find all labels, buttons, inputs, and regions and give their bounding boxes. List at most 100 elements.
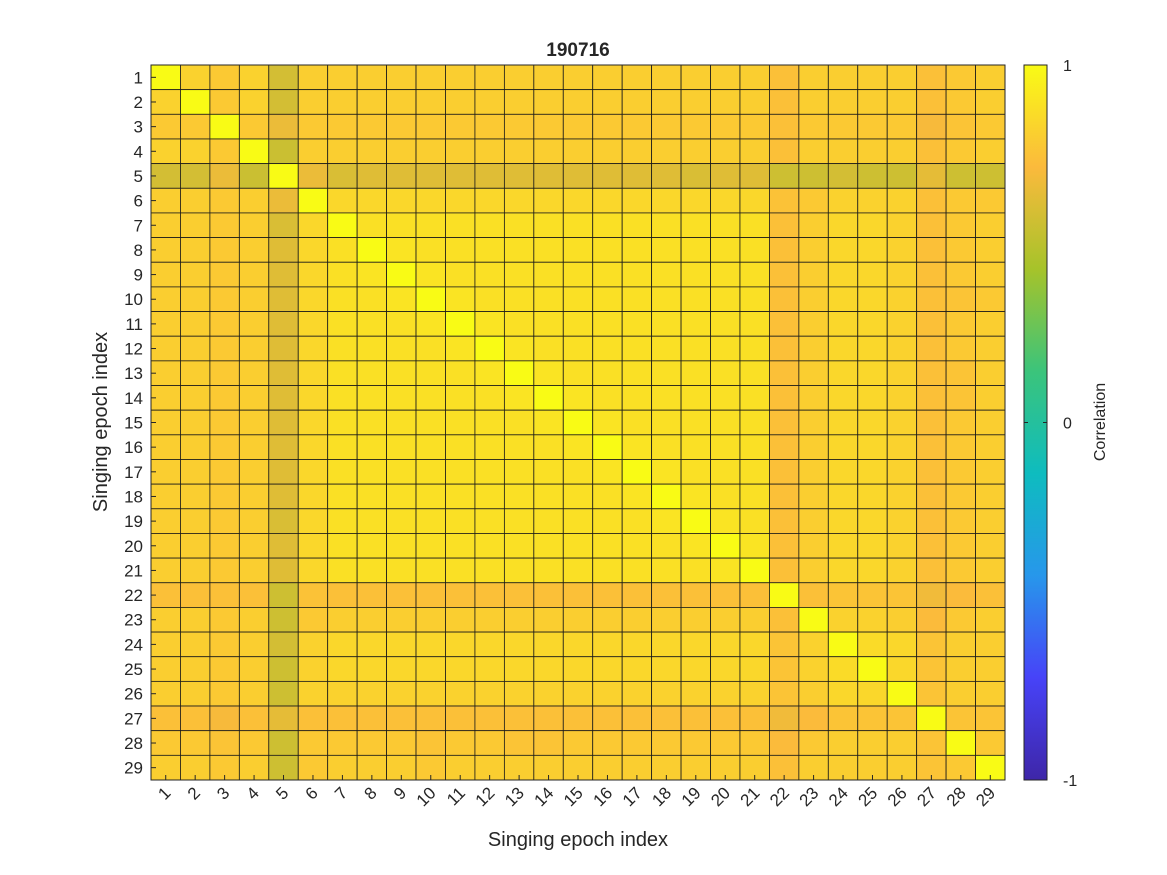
heatmap-cell (562, 212, 594, 238)
heatmap-cell (710, 187, 741, 214)
heatmap-cell (209, 335, 240, 362)
heatmap-cell (415, 64, 446, 91)
heatmap-cell (827, 483, 859, 510)
heatmap-cell (209, 680, 240, 707)
heatmap-cell (621, 705, 653, 732)
heatmap-cell (592, 508, 623, 534)
heatmap-cell (769, 261, 800, 288)
x-tick-label: 25 (854, 783, 881, 810)
heatmap-cell (857, 680, 888, 707)
heatmap-cell (651, 212, 682, 238)
heatmap-cell (297, 360, 329, 386)
heatmap-cell (474, 163, 505, 189)
heatmap-cell (857, 434, 888, 460)
heatmap-cell (945, 409, 976, 436)
heatmap-cell (680, 385, 711, 411)
heatmap-cell (827, 705, 859, 732)
heatmap-cell (886, 64, 918, 91)
heatmap-cell (445, 607, 476, 633)
x-tick-label: 18 (648, 783, 675, 810)
colorbar-label: Correlation (1092, 383, 1109, 461)
heatmap-cell (386, 113, 417, 140)
heatmap-cell (975, 607, 1006, 633)
heatmap-cell (857, 385, 888, 411)
heatmap-cell (621, 483, 653, 510)
heatmap-cell (180, 163, 211, 189)
heatmap-cell (651, 631, 682, 658)
x-tick-label: 9 (390, 783, 410, 803)
heatmap-cell (886, 89, 918, 115)
y-tick-label: 13 (124, 364, 143, 383)
heatmap-cell (975, 385, 1006, 411)
y-tick-label: 18 (124, 487, 143, 506)
heatmap-cell (297, 311, 329, 337)
heatmap-cell (386, 607, 417, 633)
colorbar-tick-label: 1 (1063, 58, 1072, 75)
heatmap-cell (592, 237, 623, 263)
heatmap-cell (798, 508, 829, 534)
y-tick-label: 7 (134, 216, 143, 235)
heatmap-cell (680, 557, 711, 584)
heatmap-cell (386, 705, 417, 732)
x-tick-label: 13 (501, 783, 528, 810)
heatmap-cell (916, 261, 947, 288)
heatmap-cell (562, 113, 594, 140)
heatmap-cell (739, 483, 770, 510)
heatmap-cell (268, 409, 299, 436)
heatmap-cell (327, 385, 358, 411)
heatmap-cell (533, 212, 564, 238)
heatmap-cell (327, 64, 358, 91)
heatmap-cell (327, 656, 358, 682)
heatmap-cell (592, 113, 623, 140)
heatmap-cell (975, 89, 1006, 115)
heatmap-cell (503, 237, 535, 263)
heatmap-cell (327, 187, 358, 214)
heatmap-cell (238, 680, 270, 707)
heatmap-cell (827, 311, 859, 337)
heatmap-cell (975, 533, 1006, 559)
heatmap-cell (798, 138, 829, 165)
heatmap-cell (238, 311, 270, 337)
heatmap-cell (297, 212, 329, 238)
heatmap-cell (769, 483, 800, 510)
heatmap-cell (710, 237, 741, 263)
heatmap-cell (916, 656, 947, 682)
heatmap-cell (415, 113, 446, 140)
heatmap-cell (827, 434, 859, 460)
heatmap-cell (268, 533, 299, 559)
heatmap-cell (769, 212, 800, 238)
heatmap-cell (386, 187, 417, 214)
heatmap-cell (886, 533, 918, 559)
heatmap-cell (180, 409, 211, 436)
heatmap-cell (769, 582, 800, 608)
heatmap-cell (680, 360, 711, 386)
heatmap-cell (592, 483, 623, 510)
heatmap-cell (474, 89, 505, 115)
heatmap-cell (180, 459, 211, 485)
heatmap-cell (886, 409, 918, 436)
heatmap-cell (798, 680, 829, 707)
heatmap-cell (386, 680, 417, 707)
heatmap-cell (533, 631, 564, 658)
heatmap-cell (474, 311, 505, 337)
heatmap-cell (268, 89, 299, 115)
heatmap-cell (474, 730, 505, 756)
heatmap-cell (474, 64, 505, 91)
heatmap-cell (945, 64, 976, 91)
heatmap-cell (680, 187, 711, 214)
x-tick-label: 11 (443, 783, 469, 809)
heatmap-cell (356, 311, 387, 337)
heatmap-cell (857, 212, 888, 238)
heatmap-cell (445, 212, 476, 238)
heatmap-cell (238, 187, 270, 214)
heatmap-cell (562, 335, 594, 362)
heatmap-cell (886, 557, 918, 584)
heatmap-cell (297, 557, 329, 584)
heatmap-cell (415, 261, 446, 288)
heatmap-cell (886, 286, 918, 312)
heatmap-cell (386, 508, 417, 534)
heatmap-cell (503, 459, 535, 485)
heatmap-cell (916, 212, 947, 238)
heatmap-cell (827, 360, 859, 386)
heatmap-cell (297, 163, 329, 189)
